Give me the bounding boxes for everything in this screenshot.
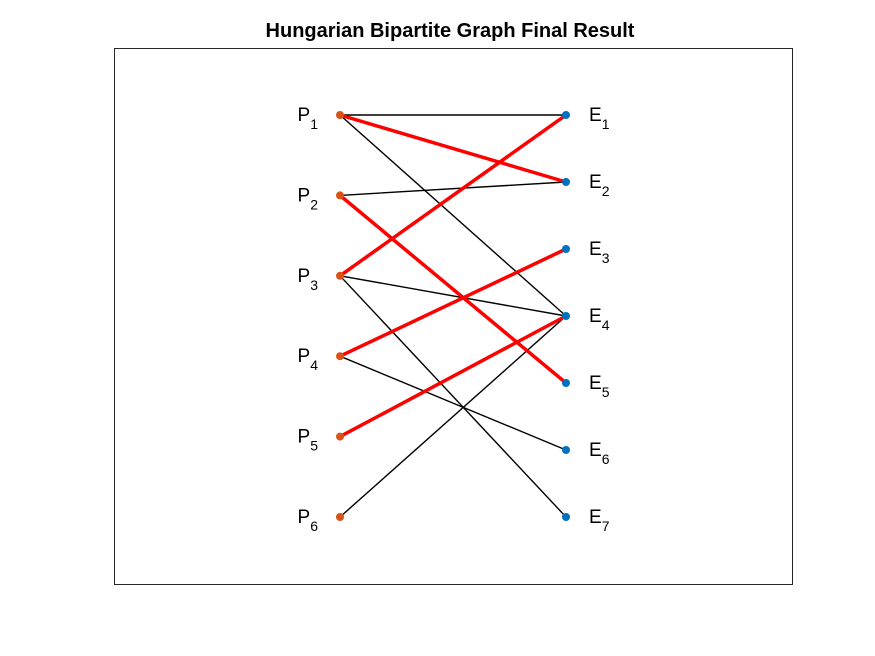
node-label-subscript: 7 (602, 518, 610, 534)
node-p2 (336, 191, 344, 200)
node-label-e6: E6 (589, 440, 610, 467)
node-label-letter: E (589, 239, 602, 260)
node-label-e4: E4 (589, 306, 610, 333)
node-label-letter: E (589, 507, 602, 528)
nodes-layer (336, 111, 570, 521)
node-label-letter: E (589, 373, 602, 394)
node-label-p5: P5 (298, 427, 319, 454)
node-label-letter: P (298, 346, 311, 367)
matched-edge-p3-e1 (338, 113, 568, 278)
matched-edge-p4-e3 (338, 247, 568, 358)
axes-box (114, 48, 793, 585)
node-e3 (562, 245, 570, 253)
node-label-letter: P (298, 427, 311, 448)
matched-edge-p1-e2 (338, 113, 568, 184)
node-label-e5: E5 (589, 373, 610, 400)
node-label-p3: P3 (298, 266, 319, 293)
edge-p4-e6 (339, 355, 567, 451)
node-label-subscript: 1 (602, 116, 610, 132)
node-label-letter: P (298, 105, 311, 126)
edge-p3-e4 (339, 275, 567, 317)
node-label-subscript: 4 (310, 357, 318, 373)
node-label-letter: E (589, 306, 602, 327)
chart-title: Hungarian Bipartite Graph Final Result (266, 20, 635, 42)
node-e2 (562, 178, 570, 186)
node-label-e7: E7 (589, 507, 610, 534)
node-label-letter: E (589, 440, 602, 461)
node-label-subscript: 2 (310, 196, 318, 212)
node-label-letter: P (298, 507, 311, 528)
node-label-p2: P2 (298, 185, 319, 212)
node-e6 (562, 446, 570, 454)
matched-edge-p2-e5 (338, 193, 568, 385)
matched-edges-layer (338, 113, 568, 439)
node-label-e2: E2 (589, 172, 610, 199)
node-label-subscript: 6 (602, 451, 610, 467)
edges-layer (339, 114, 567, 518)
node-label-letter: E (589, 105, 602, 126)
node-label-p4: P4 (298, 346, 319, 373)
node-label-letter: P (298, 185, 311, 206)
edge-p2-e2 (339, 181, 567, 197)
node-label-subscript: 3 (310, 277, 318, 293)
node-p3 (336, 271, 344, 280)
node-e7 (562, 513, 570, 521)
node-label-subscript: 5 (310, 438, 318, 454)
node-e5 (562, 379, 570, 387)
node-e4 (562, 312, 570, 320)
node-label-subscript: 1 (310, 116, 318, 132)
node-p5 (336, 432, 344, 441)
edge-p1-e4 (339, 114, 567, 317)
node-label-e1: E1 (589, 105, 610, 132)
node-label-letter: P (298, 266, 311, 287)
node-label-subscript: 2 (602, 183, 610, 199)
node-label-subscript: 6 (310, 518, 318, 534)
edge-p3-e7 (339, 275, 567, 518)
matched-edge-p5-e4 (338, 314, 568, 439)
node-label-e3: E3 (589, 239, 610, 266)
node-label-subscript: 3 (602, 250, 610, 266)
node-label-subscript: 4 (602, 317, 610, 333)
node-label-p1: P1 (298, 105, 319, 132)
node-label-p6: P6 (298, 507, 319, 534)
node-e1 (562, 111, 570, 119)
node-label-letter: E (589, 172, 602, 193)
node-label-subscript: 5 (602, 384, 610, 400)
node-p4 (336, 352, 344, 361)
node-p1 (336, 111, 344, 119)
node-p6 (336, 513, 344, 521)
